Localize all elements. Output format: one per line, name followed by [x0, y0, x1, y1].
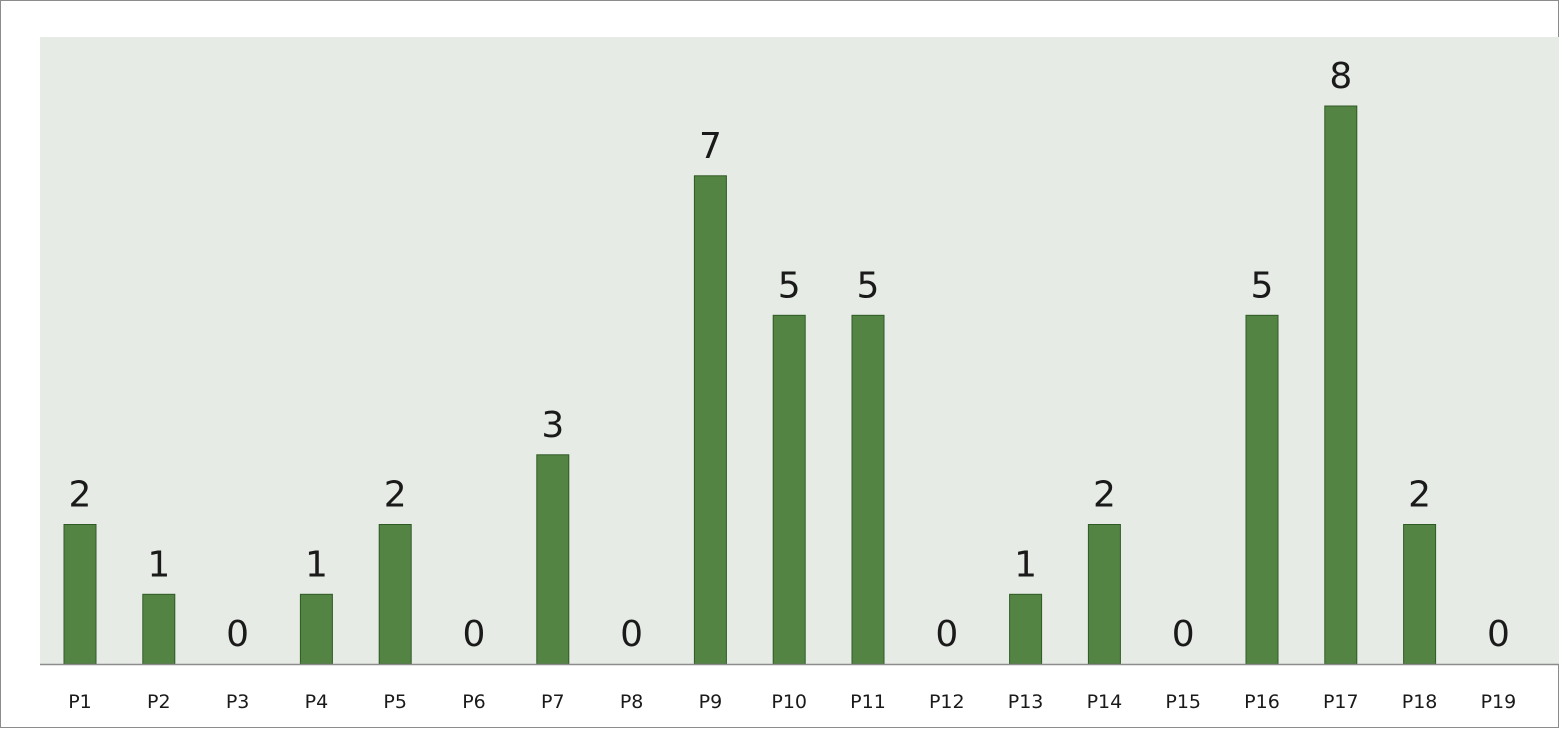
x-axis-tick-labels: P1 P2 P3 P4 P5 P6 P7 P8 P9 P10 P11 P12 P13 P14 P15 P16 P…: [68, 691, 1516, 713]
x-tick-label-p15: P15: [1165, 691, 1201, 713]
x-tick-label-p3: P3: [226, 691, 250, 713]
x-tick-label-p1: P1: [68, 691, 92, 713]
bar-p10: [772, 314, 806, 665]
data-label-p6: 0: [463, 614, 486, 655]
data-label-p11: 5: [857, 265, 880, 306]
x-tick-label-p9: P9: [699, 691, 723, 713]
bar-p17: [1324, 105, 1358, 665]
data-label-p8: 0: [620, 614, 643, 655]
x-tick-label-p16: P16: [1244, 691, 1280, 713]
data-label-p5: 2: [384, 475, 407, 516]
x-tick-label-p12: P12: [929, 691, 965, 713]
data-labels: 2 1 0 1 2 0 3 0 7 5 5 0 1 2 0 5 8 2 0: [69, 56, 1510, 655]
x-tick-label-p7: P7: [541, 691, 565, 713]
data-label-p14: 2: [1093, 475, 1116, 516]
data-label-p4: 1: [305, 544, 328, 585]
x-tick-label-p5: P5: [383, 691, 407, 713]
x-tick-label-p6: P6: [462, 691, 486, 713]
bar-p5: [378, 524, 412, 665]
bar-p2: [142, 593, 176, 665]
x-tick-label-p19: P19: [1481, 691, 1517, 713]
bar-p11: [851, 314, 885, 665]
data-label-p18: 2: [1408, 475, 1431, 516]
x-tick-label-p8: P8: [620, 691, 644, 713]
data-label-p12: 0: [935, 614, 958, 655]
data-label-p1: 2: [69, 475, 92, 516]
data-label-p16: 5: [1251, 265, 1274, 306]
data-label-p10: 5: [778, 265, 801, 306]
data-label-p19: 0: [1487, 614, 1510, 655]
data-label-p17: 8: [1329, 56, 1352, 97]
bar-p13: [1009, 593, 1043, 665]
bar-series: [63, 105, 1437, 665]
x-tick-label-p4: P4: [305, 691, 329, 713]
data-label-p9: 7: [699, 126, 722, 167]
x-tick-label-p18: P18: [1402, 691, 1438, 713]
x-tick-label-p17: P17: [1323, 691, 1359, 713]
data-label-p15: 0: [1172, 614, 1195, 655]
bar-p16: [1245, 314, 1279, 665]
x-tick-label-p2: P2: [147, 691, 171, 713]
data-label-p3: 0: [226, 614, 249, 655]
x-tick-label-p13: P13: [1008, 691, 1044, 713]
x-tick-label-p11: P11: [850, 691, 886, 713]
bar-p7: [536, 454, 570, 665]
x-tick-label-p10: P10: [771, 691, 807, 713]
bar-p14: [1087, 524, 1121, 665]
bar-p1: [63, 524, 97, 665]
bar-p4: [299, 593, 333, 665]
bar-p18: [1403, 524, 1437, 665]
data-label-p2: 1: [147, 544, 170, 585]
data-label-p13: 1: [1014, 544, 1037, 585]
x-tick-label-p14: P14: [1087, 691, 1123, 713]
data-label-p7: 3: [541, 405, 564, 446]
bar-p9: [693, 175, 727, 665]
